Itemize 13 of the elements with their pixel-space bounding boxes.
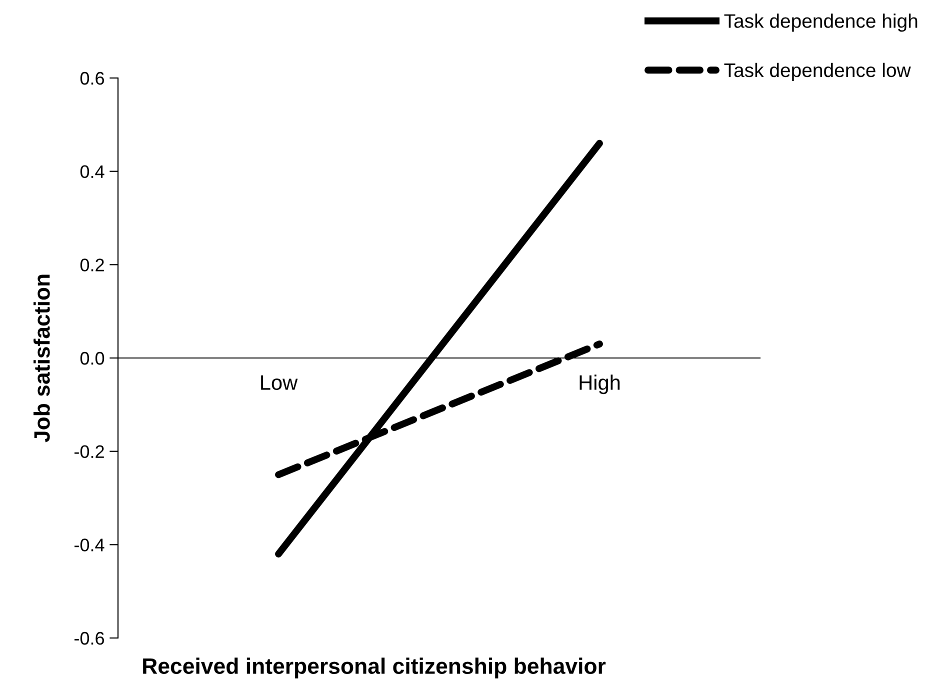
y-tick-label: -0.4 [74, 538, 104, 552]
y-tick-label: 0.6 [80, 72, 104, 85]
x-tick-label: High [580, 374, 620, 394]
y-tick-label: -0.2 [74, 445, 104, 458]
y-tick-label: 0.4 [80, 165, 104, 178]
x-axis-title: Received interpersonal citizenship behavior [143, 658, 606, 678]
y-tick-label: 0.2 [80, 258, 104, 272]
x-tick-label: Low [261, 375, 298, 390]
y-axis-title: Job satisfaction [34, 274, 50, 442]
y-tick-label: 0.0 [80, 352, 104, 365]
legend-label: Task dependence low [724, 62, 911, 81]
y-tick-label: -0.6 [74, 632, 104, 645]
legend-label: Task dependence high [724, 14, 918, 32]
